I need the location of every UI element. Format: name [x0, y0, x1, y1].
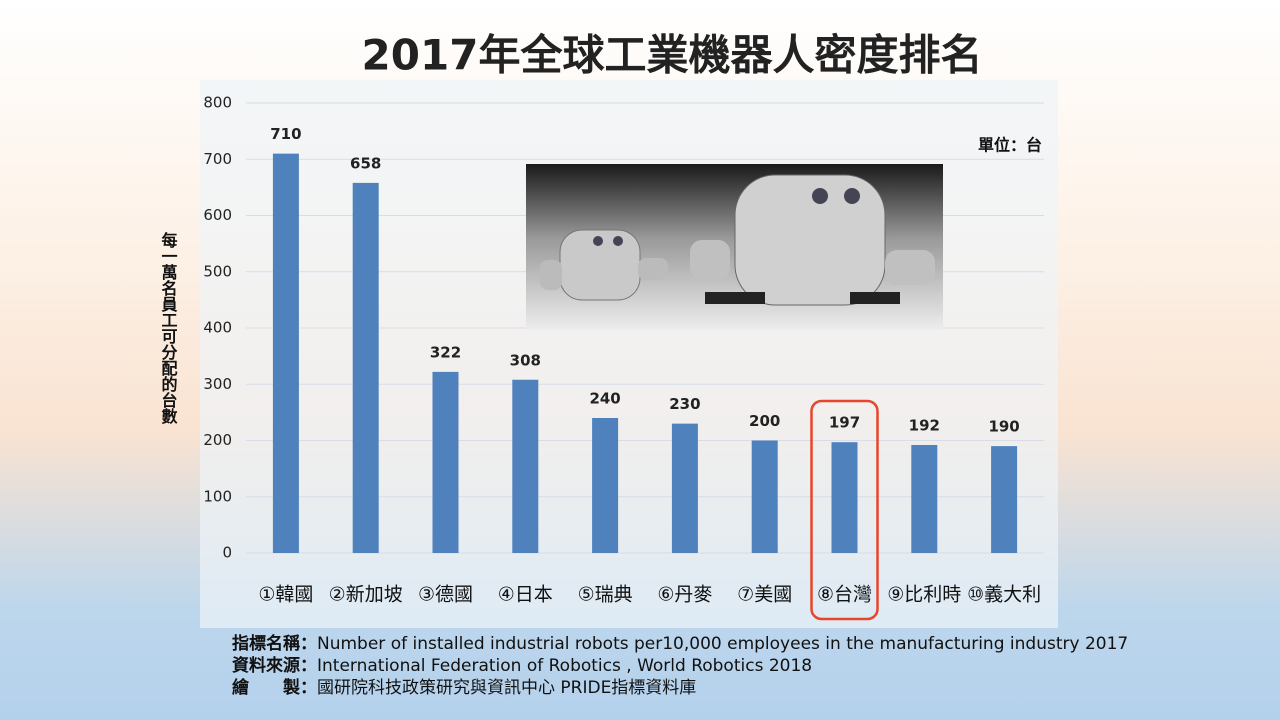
value-label: 190 — [988, 418, 1019, 436]
x-tick-label: ③德國 — [418, 584, 473, 606]
bar — [352, 182, 379, 553]
value-label: 230 — [669, 395, 700, 413]
x-tick-label: ④日本 — [498, 584, 553, 606]
robot-photo — [526, 164, 943, 330]
y-tick-label: 600 — [203, 206, 232, 224]
chart-title: 2017年全球工業機器人密度排名 — [362, 31, 983, 80]
y-tick-label: 100 — [203, 487, 232, 505]
y-tick-label: 800 — [203, 94, 232, 112]
note-line: 繪 製：國研院科技政策研究與資訊中心 PRIDE指標資料庫 — [232, 677, 1128, 699]
unit-note: 單位：台 — [978, 136, 1042, 155]
x-tick-label: ⑧台灣 — [817, 584, 872, 606]
y-tick-label: 200 — [203, 431, 232, 449]
y-tick-label: 300 — [203, 375, 232, 393]
y-tick-label: 500 — [203, 262, 232, 280]
note-label: 資料來源： — [232, 656, 317, 676]
note-label: 繪 製： — [232, 678, 317, 698]
value-label: 197 — [829, 414, 860, 432]
note-text: Number of installed industrial robots pe… — [317, 634, 1129, 654]
value-label: 200 — [749, 412, 780, 430]
note-line: 指標名稱：Number of installed industrial robo… — [232, 633, 1128, 655]
bar — [272, 153, 299, 553]
y-tick-label: 400 — [203, 319, 232, 337]
value-label: 658 — [350, 154, 381, 172]
value-label: 192 — [909, 417, 940, 435]
value-label: 240 — [589, 390, 620, 408]
x-tick-label: ⑤瑞典 — [578, 584, 633, 606]
bar — [432, 371, 459, 553]
x-tick-label: ②新加坡 — [329, 584, 403, 606]
chart: 2017年全球工業機器人密度排名 單位：台 每一萬名員工可分配的台數 0 100 2… — [159, 31, 1058, 628]
x-tick-label: ⑥丹麥 — [657, 584, 712, 606]
bar — [991, 446, 1018, 553]
bar — [671, 423, 698, 553]
x-tick-label: ①韓國 — [258, 584, 313, 606]
value-label: 308 — [510, 351, 541, 369]
x-tick-label: ⑨比利時 — [887, 584, 961, 606]
y-axis-label: 每一萬名員工可分配的台數 — [159, 231, 179, 425]
value-label: 710 — [270, 125, 301, 143]
bar — [512, 379, 539, 553]
bar — [592, 418, 619, 553]
note-label: 指標名稱： — [232, 634, 317, 654]
bar — [831, 442, 858, 553]
value-label: 322 — [430, 343, 461, 361]
x-tick-label: ⑩義大利 — [967, 584, 1041, 606]
x-tick-label: ⑦美國 — [737, 584, 792, 606]
bar — [751, 440, 778, 553]
highlight-box — [810, 399, 879, 621]
note-text: 國研院科技政策研究與資訊中心 PRIDE指標資料庫 — [317, 678, 697, 698]
bar — [911, 445, 938, 553]
y-tick-label: 0 — [222, 544, 232, 562]
y-tick-label: 700 — [203, 150, 232, 168]
note-text: International Federation of Robotics , W… — [317, 656, 813, 676]
notes: 指標名稱：Number of installed industrial robo… — [232, 633, 1128, 699]
note-line: 資料來源：International Federation of Robotic… — [232, 655, 1128, 677]
